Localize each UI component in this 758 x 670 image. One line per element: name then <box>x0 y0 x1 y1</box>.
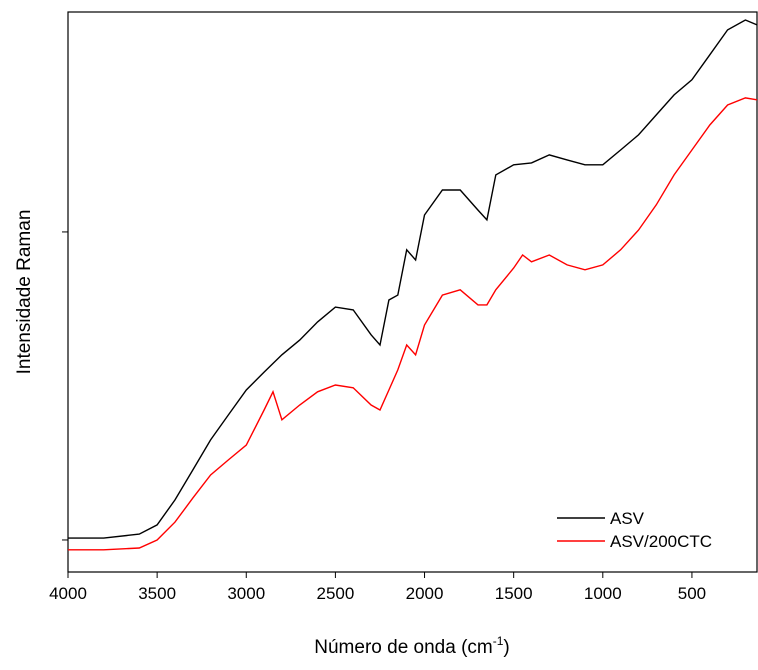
x-tick-label: 3000 <box>227 584 265 603</box>
legend-label: ASV/200CTC <box>610 532 712 551</box>
x-axis-label-sup: -1 <box>493 634 504 648</box>
series-line <box>68 97 758 551</box>
x-tick-label: 3500 <box>138 584 176 603</box>
x-axis-label: Número de onda (cm-1) <box>314 634 509 658</box>
x-tick-label: 500 <box>678 584 706 603</box>
x-axis-label-text: Número de onda (cm <box>314 637 492 658</box>
series-line <box>68 19 758 539</box>
legend-label: ASV <box>610 509 645 528</box>
y-axis-label: Intensidade Raman <box>14 210 35 375</box>
plot-frame <box>67 11 758 573</box>
x-tick-label: 1000 <box>584 584 622 603</box>
x-tick-label: 4000 <box>49 584 87 603</box>
x-tick-label: 2000 <box>406 584 444 603</box>
x-tick-label: 1500 <box>495 584 533 603</box>
x-axis-label-end: ) <box>503 637 509 658</box>
x-tick-label: 2500 <box>316 584 354 603</box>
